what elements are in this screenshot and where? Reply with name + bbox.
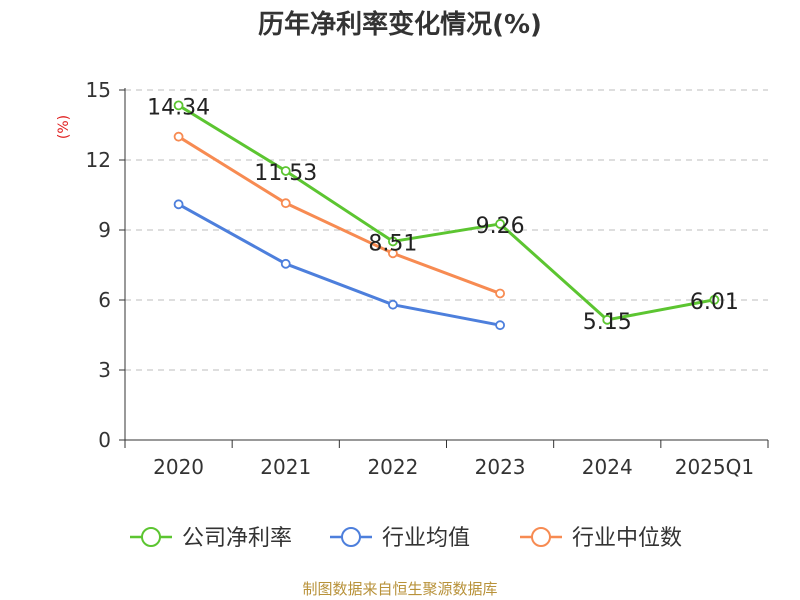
y-tick-label: 15 [86, 78, 111, 102]
legend[interactable]: 公司净利率 行业均值 行业中位数 [130, 526, 682, 551]
data-point [280, 258, 291, 269]
data-label: 14.34 [147, 95, 210, 120]
legend-item-2[interactable]: 行业中位数 [520, 526, 682, 551]
legend-marker [531, 527, 551, 547]
y-tick-label: 9 [98, 218, 111, 242]
data-point [173, 131, 184, 142]
data-point [280, 166, 291, 176]
data-point [280, 198, 291, 209]
data-point [388, 248, 398, 259]
data-label: 9.26 [476, 214, 525, 239]
data-point [388, 236, 398, 247]
data-label: 11.53 [254, 161, 317, 186]
series-line-0 [177, 104, 715, 322]
data-label: 8.51 [368, 231, 417, 256]
data-label: 5.15 [583, 310, 632, 335]
legend-label: 行业均值 [382, 526, 470, 551]
legend-label: 行业中位数 [572, 526, 682, 551]
data-point [495, 320, 505, 331]
y-axis-label: (%) [56, 115, 72, 139]
footer-source: 制图数据来自恒生聚源数据库 [302, 580, 498, 598]
data-label: 6.01 [690, 290, 739, 315]
axes: 0 3 6 9 12 15 2020 2021 2022 2023 2024 2025Q1 (%) [56, 78, 769, 479]
data-point [495, 219, 505, 229]
data-point [388, 299, 398, 310]
data-point [173, 100, 184, 111]
data-point [173, 199, 184, 210]
data-labels: 14.34 11.53 8.51 9.26 5.15 6.01 [147, 95, 739, 334]
x-tick-label: 2021 [260, 455, 311, 479]
chart-title: 历年净利率变化情况(%) [258, 10, 542, 40]
data-point [495, 288, 505, 299]
y-tick-label: 12 [86, 148, 111, 172]
legend-item-0[interactable]: 公司净利率 [130, 526, 292, 551]
x-tick-label: 2020 [153, 455, 204, 479]
series-lines [173, 100, 720, 331]
x-tick-label: 2022 [367, 455, 418, 479]
series-line-2 [177, 135, 501, 295]
x-tick-label: 2023 [475, 455, 526, 479]
grid-lines [125, 89, 768, 371]
y-tick-label: 0 [98, 428, 111, 452]
y-tick-label: 6 [98, 288, 111, 312]
legend-item-1[interactable]: 行业均值 [330, 526, 470, 551]
x-tick-label: 2024 [582, 455, 633, 479]
legend-label: 公司净利率 [182, 526, 292, 551]
data-point [602, 314, 613, 325]
x-tick-label: 2025Q1 [675, 455, 754, 479]
legend-marker [141, 527, 161, 547]
data-point [709, 294, 720, 305]
series-line-1 [177, 203, 501, 327]
y-tick-label: 3 [98, 358, 111, 382]
legend-marker [341, 527, 361, 547]
